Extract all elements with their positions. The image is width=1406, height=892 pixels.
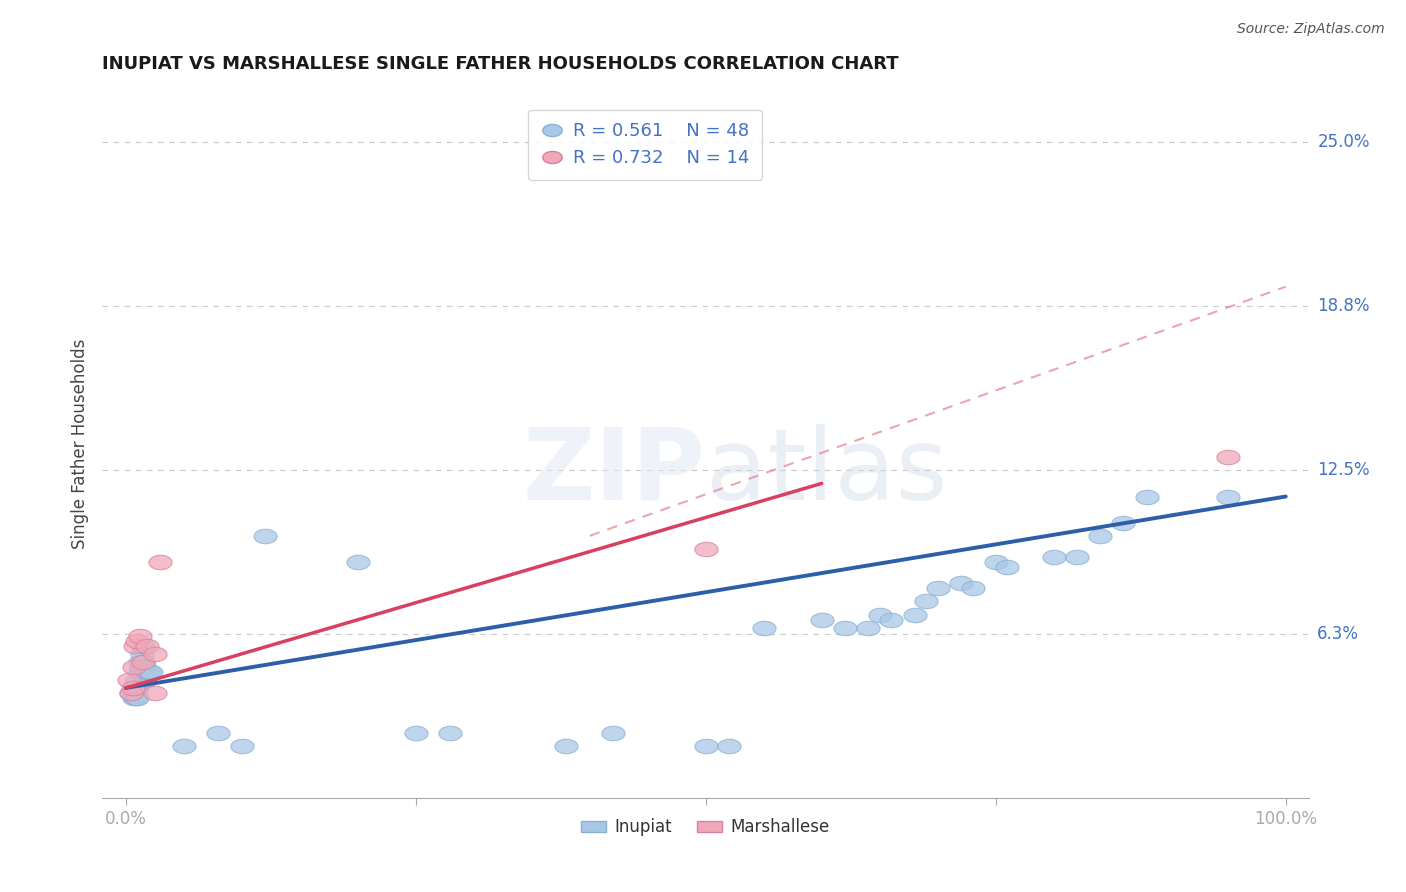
Text: Source: ZipAtlas.com: Source: ZipAtlas.com bbox=[1237, 22, 1385, 37]
Point bbox=[127, 691, 149, 706]
Y-axis label: Single Father Households: Single Father Households bbox=[72, 339, 89, 549]
Point bbox=[128, 655, 150, 669]
Point bbox=[1112, 516, 1135, 530]
Point bbox=[127, 681, 149, 695]
Point bbox=[995, 560, 1018, 574]
Point bbox=[132, 639, 155, 653]
Text: 18.8%: 18.8% bbox=[1317, 297, 1369, 316]
Text: 6.3%: 6.3% bbox=[1317, 625, 1360, 643]
Point bbox=[602, 725, 624, 739]
Point bbox=[138, 665, 160, 680]
Point bbox=[1042, 549, 1064, 564]
Point bbox=[810, 613, 832, 627]
Point bbox=[346, 555, 368, 569]
Point bbox=[869, 607, 891, 622]
Point bbox=[962, 582, 984, 596]
Text: ZIP: ZIP bbox=[523, 424, 706, 521]
Point bbox=[122, 660, 145, 674]
Text: INUPIAT VS MARSHALLESE SINGLE FATHER HOUSEHOLDS CORRELATION CHART: INUPIAT VS MARSHALLESE SINGLE FATHER HOU… bbox=[103, 55, 898, 73]
Point bbox=[132, 655, 155, 669]
Point bbox=[1216, 450, 1239, 465]
Point bbox=[1135, 490, 1157, 504]
Point bbox=[128, 628, 150, 642]
Point bbox=[439, 725, 461, 739]
Legend: Inupiat, Marshallese: Inupiat, Marshallese bbox=[575, 812, 837, 843]
Point bbox=[120, 686, 142, 700]
Point bbox=[695, 739, 717, 753]
Point bbox=[915, 594, 938, 608]
Text: 25.0%: 25.0% bbox=[1317, 134, 1369, 152]
Point bbox=[1088, 529, 1111, 543]
Point bbox=[903, 607, 925, 622]
Point bbox=[143, 647, 166, 661]
Point bbox=[173, 739, 195, 753]
Point bbox=[1066, 549, 1088, 564]
Point bbox=[717, 739, 740, 753]
Point bbox=[128, 665, 150, 680]
Point bbox=[231, 739, 253, 753]
Point bbox=[880, 613, 903, 627]
Point bbox=[856, 621, 879, 635]
Point bbox=[949, 576, 972, 591]
Point bbox=[131, 647, 153, 661]
Point bbox=[984, 555, 1007, 569]
Point bbox=[134, 673, 156, 687]
Point bbox=[1216, 490, 1239, 504]
Point bbox=[125, 691, 148, 706]
Text: atlas: atlas bbox=[706, 424, 948, 521]
Point bbox=[127, 673, 149, 687]
Point bbox=[122, 691, 145, 706]
Point bbox=[121, 681, 143, 695]
Point bbox=[129, 660, 152, 674]
Point bbox=[834, 621, 856, 635]
Point bbox=[927, 582, 949, 596]
Point bbox=[141, 665, 163, 680]
Point bbox=[135, 665, 157, 680]
Point bbox=[135, 639, 157, 653]
Point bbox=[124, 681, 146, 695]
Point bbox=[120, 686, 142, 700]
Point bbox=[752, 621, 775, 635]
Point bbox=[555, 739, 578, 753]
Point bbox=[127, 633, 149, 648]
Point bbox=[132, 655, 155, 669]
Point bbox=[149, 555, 172, 569]
Point bbox=[134, 660, 156, 674]
Point bbox=[253, 529, 276, 543]
Point bbox=[124, 639, 146, 653]
Point bbox=[143, 686, 166, 700]
Point bbox=[695, 541, 717, 556]
Text: 12.5%: 12.5% bbox=[1317, 461, 1369, 479]
Point bbox=[405, 725, 427, 739]
Point bbox=[118, 673, 141, 687]
Point bbox=[207, 725, 229, 739]
